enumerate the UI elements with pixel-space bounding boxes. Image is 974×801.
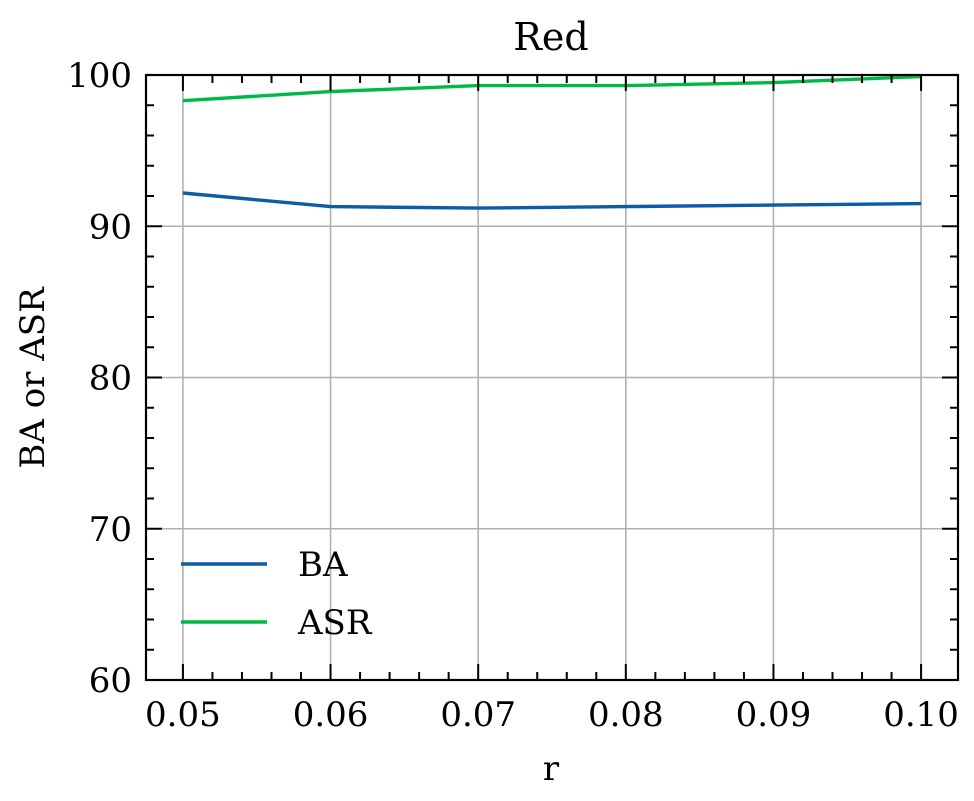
x-tick-label: 0.06: [293, 695, 369, 735]
y-tick-label: 90: [89, 207, 132, 247]
y-tick-label: 80: [89, 359, 132, 399]
series-line-ba: [182, 191, 922, 210]
y-tick-label: 60: [89, 661, 132, 701]
legend-label-ba: BA: [298, 545, 348, 585]
legend: BA ASR: [181, 545, 373, 643]
y-axis-title: BA or ASR: [13, 286, 53, 469]
x-tick-label: 0.07: [440, 695, 516, 735]
axis-ticks: [146, 74, 958, 681]
series-line-asr: [182, 74, 922, 103]
x-tick-labels: 0.05 0.06 0.07 0.08 0.09 0.10: [145, 695, 959, 735]
grid-lines: [146, 74, 958, 681]
legend-label-asr: ASR: [297, 603, 373, 643]
x-axis-title: r: [543, 749, 560, 789]
x-tick-label: 0.05: [145, 695, 221, 735]
x-tick-label: 0.09: [736, 695, 812, 735]
y-tick-label: 70: [89, 510, 132, 550]
x-tick-label: 0.10: [883, 695, 959, 735]
y-tick-label: 100: [67, 56, 132, 96]
chart-title: Red: [513, 15, 588, 59]
x-tick-label: 0.08: [588, 695, 664, 735]
series-lines: [182, 74, 922, 210]
y-tick-labels: 60 70 80 90 100: [67, 56, 132, 701]
